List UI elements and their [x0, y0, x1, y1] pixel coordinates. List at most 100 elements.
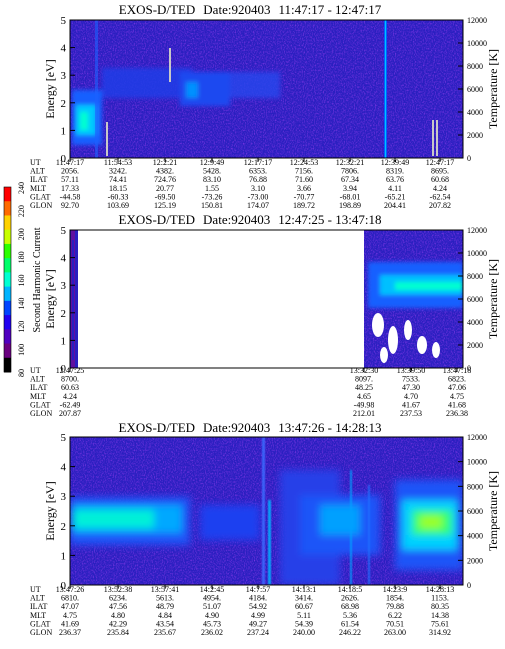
orbit-row-label: GLON [30, 201, 52, 210]
orbit-cell: 12:24:53 [290, 158, 318, 167]
orbit-cell: 174.07 [247, 201, 269, 210]
orbit-cell: 60.67 [295, 602, 313, 611]
orbit-cell: 14:7:57 [246, 585, 270, 594]
orbit-cell: 41.68 [448, 400, 466, 409]
orbit-cell: 246.22 [339, 628, 361, 637]
panel-2-heatmap [70, 230, 463, 368]
y2tick-label: 12000 [467, 16, 487, 25]
orbit-cell: 6.22 [388, 611, 402, 620]
orbit-cell: 235.84 [107, 628, 129, 637]
orbit-cell: 14:23:9 [383, 585, 407, 594]
orbit-row-label: MLT [30, 184, 46, 193]
orbit-cell: 47.56 [109, 602, 127, 611]
orbit-cell: -73.00 [248, 192, 269, 201]
orbit-row-label: ILAT [30, 175, 47, 184]
ytick-label: 2 [61, 98, 67, 110]
orbit-cell: 125.19 [154, 201, 176, 210]
orbit-cell: 6810. [61, 594, 79, 603]
orbit-cell: 8319. [386, 167, 404, 176]
orbit-cell: 13:32:30 [350, 366, 378, 375]
orbit-cell: 3414. [295, 594, 313, 603]
panel-1-orbit-table: UTALTILATMLTGLATGLON11:47:172056.57.1117… [30, 158, 454, 210]
ytick-label: 5 [61, 225, 67, 237]
panel-1: EXOS-D/TED Date:920403 11:47:17 - 12:47:17 [30, 2, 500, 210]
orbit-cell: 47.06 [448, 383, 466, 392]
ytick-label: 3 [61, 491, 67, 503]
y2tick-label: 6000 [467, 85, 483, 94]
orbit-cell: 12:39:49 [381, 158, 409, 167]
orbit-cell: 47.30 [402, 383, 420, 392]
orbit-cell: 150.81 [201, 201, 223, 210]
y2tick-label: 8000 [467, 272, 483, 281]
orbit-cell: 3.94 [343, 184, 357, 193]
panel-1-title: EXOS-D/TED Date:920403 11:47:17 - 12:47:17 [119, 2, 382, 17]
orbit-cell: 17.33 [61, 184, 79, 193]
orbit-cell: 11:47:17 [56, 158, 84, 167]
panel-3-ylabel: Energy [eV] [43, 481, 57, 540]
ytick-label: 5 [61, 15, 67, 27]
orbit-cell: -73.26 [202, 192, 223, 201]
orbit-cell: -49.98 [354, 400, 375, 409]
orbit-cell: 240.00 [293, 628, 315, 637]
orbit-cell: 68.98 [341, 602, 359, 611]
panel-3-orbit-table: UTALTILATMLTGLATGLON13:47:266810.47.074.… [30, 585, 454, 637]
orbit-cell: 13:39:50 [397, 366, 425, 375]
orbit-cell: 18.15 [109, 184, 127, 193]
ytick-label: 4 [61, 253, 67, 265]
orbit-cell: 198.89 [339, 201, 361, 210]
ytick-label: 4 [61, 43, 67, 55]
orbit-cell: 51.07 [203, 602, 221, 611]
orbit-cell: 92.70 [61, 201, 79, 210]
ytick-label: 0 [61, 363, 67, 375]
orbit-cell: 63.76 [386, 175, 404, 184]
panel-1-y2ticks: 0 2000 4000 6000 8000 10000 12000 [458, 16, 487, 163]
orbit-cell: 60.68 [431, 175, 449, 184]
panel-1-yticks: 0 1 2 3 4 5 [61, 15, 75, 165]
orbit-cell: 263.00 [384, 628, 406, 637]
orbit-cell: 189.72 [293, 201, 315, 210]
panel-3: EXOS-D/TED Date:920403 13:47:26 - 14:28:13 [30, 420, 500, 637]
orbit-cell: 237.53 [400, 409, 422, 418]
orbit-cell: 5428. [203, 167, 221, 176]
orbit-cell: 49.27 [249, 619, 267, 628]
orbit-row-label: UT [30, 366, 41, 375]
orbit-cell: 6234. [109, 594, 127, 603]
panel-2-title: EXOS-D/TED Date:920403 12:47:25 - 13:47:18 [119, 212, 382, 227]
y2tick-label: 8000 [467, 482, 483, 491]
orbit-cell: 6823. [448, 375, 466, 384]
panel-2-orbit-table: UTALTILATMLTGLATGLON12:47:258700.60.634.… [30, 366, 471, 418]
orbit-cell: 75.61 [431, 619, 449, 628]
orbit-cell: 1.55 [205, 184, 219, 193]
orbit-cell: 4954. [203, 594, 221, 603]
orbit-cell: 2056. [61, 167, 79, 176]
orbit-cell: -60.33 [108, 192, 129, 201]
orbit-cell: 79.88 [386, 602, 404, 611]
y2tick-label: 6000 [467, 507, 483, 516]
orbit-row-label: GLAT [30, 619, 51, 628]
ytick-label: 2 [61, 308, 67, 320]
orbit-cell: 4.65 [357, 392, 371, 401]
orbit-row-label: ALT [30, 594, 45, 603]
orbit-row-label: GLON [30, 628, 52, 637]
y2tick-label: 2000 [467, 556, 483, 565]
orbit-cell: 12:2:21 [153, 158, 177, 167]
y2tick-label: 4000 [467, 532, 483, 541]
orbit-cell: 41.69 [61, 619, 79, 628]
orbit-cell: 4.11 [388, 184, 402, 193]
ytick-label: 2 [61, 521, 67, 533]
y2tick-label: 8000 [467, 62, 483, 71]
y2tick-label: 10000 [467, 458, 487, 467]
orbit-cell: 8700. [61, 375, 79, 384]
orbit-cell: 14:13:1 [292, 585, 316, 594]
orbit-cell: 11:54:53 [104, 158, 132, 167]
orbit-cell: -70.77 [294, 192, 315, 201]
orbit-row-label: MLT [30, 611, 46, 620]
y2tick-label: 2000 [467, 131, 483, 140]
orbit-cell: 48.79 [156, 602, 174, 611]
orbit-cell: 12:17:17 [244, 158, 272, 167]
panel-1-heatmap [70, 20, 463, 158]
orbit-cell: 7806. [341, 167, 359, 176]
orbit-cell: -68.01 [340, 192, 361, 201]
orbit-cell: 4.75 [450, 392, 464, 401]
orbit-cell: 13:57:41 [151, 585, 179, 594]
